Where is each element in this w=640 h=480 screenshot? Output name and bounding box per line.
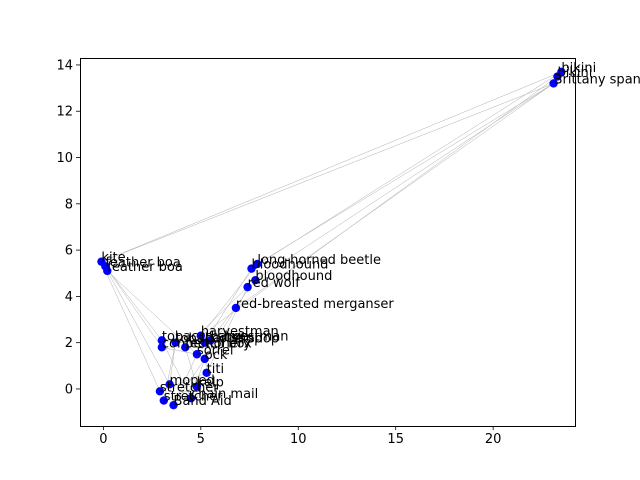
edge-line: [185, 286, 248, 348]
data-point: [103, 266, 112, 276]
edge-line: [107, 270, 170, 385]
point-label: harvestman: [201, 325, 279, 340]
points-layer: [97, 67, 566, 410]
y-tick-label: 12: [56, 105, 73, 120]
edge-line: [161, 347, 197, 355]
y-tick-label: 14: [56, 58, 73, 73]
edge-line: [105, 266, 163, 348]
y-tick-label: 8: [65, 197, 73, 212]
point-label: feather boa: [105, 255, 181, 270]
data-point: [253, 259, 262, 269]
edge-line: [255, 83, 554, 281]
edge-line: [206, 287, 248, 373]
data-point: [157, 336, 167, 345]
data-point: [231, 303, 241, 313]
y-axis: 0 2 4 6 8 10 12 14: [56, 58, 80, 397]
point-label: Band Aid: [174, 394, 232, 409]
x-tick-label: 15: [387, 432, 404, 447]
data-point: [196, 331, 206, 340]
point-label: bikini: [561, 61, 596, 76]
point-label: sorrel: [197, 343, 234, 358]
point-label: barbershop: [205, 332, 279, 347]
edge-line: [169, 342, 176, 385]
edge-line: [101, 71, 562, 262]
x-axis: 0 5 10 15 20: [99, 426, 501, 447]
point-label: chain mail: [191, 387, 258, 402]
point-label: confectionery: [162, 336, 251, 351]
point-label: tobacco shop: [162, 329, 249, 344]
data-point: [549, 79, 558, 88]
x-tick-label: 10: [290, 432, 307, 447]
edge-line: [235, 83, 554, 309]
edge-line: [105, 266, 163, 341]
point-label: red-breasted merganser: [236, 297, 395, 312]
data-point: [200, 338, 209, 347]
edge-line: [107, 270, 198, 355]
data-point: [157, 343, 167, 352]
data-point: [553, 72, 562, 81]
point-label: bikini: [557, 66, 592, 81]
edge-line: [159, 372, 207, 392]
y-tick-label: 4: [65, 290, 73, 305]
data-point: [202, 368, 211, 377]
point-label: Brittany spaniel: [554, 72, 640, 87]
edge-line: [163, 386, 198, 401]
y-tick-label: 10: [56, 151, 73, 166]
axes-frame: [80, 58, 576, 427]
point-label: stretcher: [160, 380, 219, 395]
edge-line: [101, 83, 554, 262]
point-label: ock: [205, 348, 228, 363]
x-tick-label: 0: [99, 432, 107, 447]
data-point: [243, 282, 252, 292]
point-label: red wolf: [248, 276, 301, 291]
edges-layer: [101, 71, 562, 406]
y-tick-label: 2: [65, 336, 73, 351]
data-point: [181, 343, 190, 352]
edge-line: [169, 384, 197, 387]
edge-line: [173, 354, 198, 406]
point-label: tobacco shop: [175, 332, 262, 347]
edge-line: [163, 342, 176, 401]
data-point: [165, 380, 174, 389]
data-point: [186, 394, 196, 403]
point-label: moped: [170, 373, 215, 388]
edge-line: [190, 358, 205, 399]
data-point: [247, 264, 256, 273]
edge-line: [257, 83, 554, 265]
point-label: long-horned beetle: [257, 253, 381, 268]
data-point: [159, 396, 168, 405]
edge-line: [251, 71, 562, 269]
edge-line: [200, 263, 258, 336]
x-tick-label: 20: [485, 432, 502, 447]
point-label: pencil box: [185, 336, 252, 351]
point-label: harvestman: [211, 329, 289, 344]
edge-line: [173, 358, 205, 406]
edge-line: [101, 261, 161, 392]
point-label: bloodhound: [255, 269, 332, 284]
point-label: kelp: [197, 376, 224, 391]
data-point: [192, 382, 202, 391]
data-point: [155, 387, 165, 396]
data-point: [192, 350, 202, 359]
data-point: [169, 400, 178, 410]
edge-line: [200, 76, 558, 336]
edge-line: [161, 340, 192, 399]
point-label: bloodhound: [251, 258, 328, 273]
edge-line: [161, 335, 201, 341]
y-tick-label: 6: [65, 244, 73, 259]
x-tick-label: 5: [197, 432, 205, 447]
point-label: kite: [101, 251, 125, 266]
point-label: titi: [207, 362, 224, 377]
edge-line: [204, 307, 237, 360]
data-point: [251, 275, 260, 285]
y-tick-label: 0: [65, 382, 73, 397]
point-label: feather boa: [107, 260, 183, 275]
point-label: stretcher: [164, 390, 223, 405]
data-point: [171, 338, 180, 347]
data-point: [200, 354, 209, 364]
